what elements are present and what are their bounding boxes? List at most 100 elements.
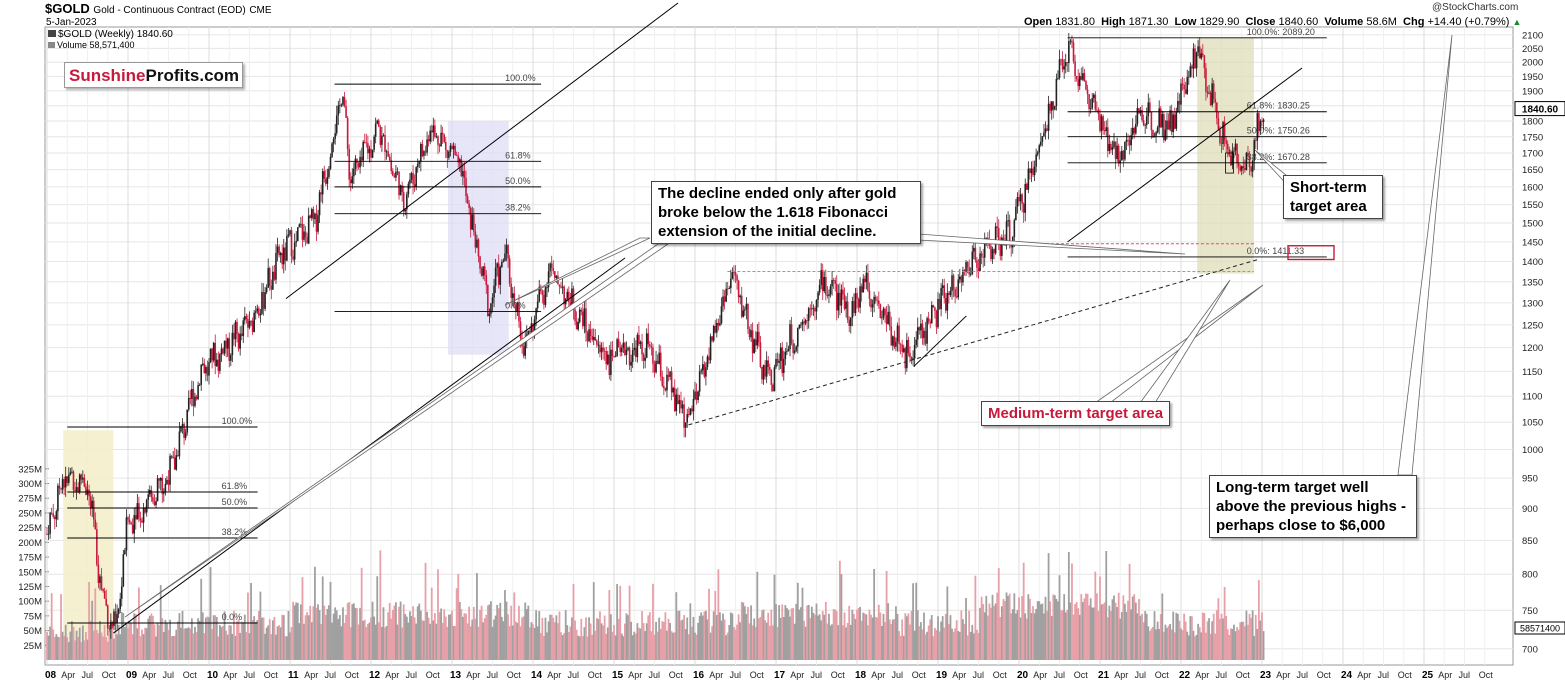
candle-body [561, 286, 564, 288]
volume-bar [310, 622, 313, 660]
candle-body [1015, 206, 1017, 221]
volume-bar [493, 619, 495, 660]
decline-annotation: The decline ended only after gold broke … [651, 181, 921, 244]
volume-bar [603, 615, 606, 660]
candle-body [124, 550, 126, 555]
volume-bar [1021, 596, 1024, 660]
candle-body [1172, 114, 1175, 133]
candle-body [145, 499, 148, 513]
volume-bar [413, 617, 416, 660]
candle-body [134, 515, 137, 520]
candle-body [1254, 140, 1257, 141]
candle-body [687, 414, 690, 415]
volume-bar [231, 633, 234, 660]
price-tick-label: 1750 [1522, 132, 1543, 143]
volume-bar [650, 631, 653, 660]
volume-bar [130, 623, 133, 660]
volume-bar [304, 615, 307, 660]
candle-body [541, 291, 544, 295]
volume-bar [138, 587, 140, 660]
month-label: Jul [1216, 670, 1228, 680]
volume-bar [476, 573, 478, 660]
volume-bar [1228, 634, 1231, 660]
candle-body [256, 308, 259, 312]
volume-bar [786, 607, 788, 660]
candle-body [781, 347, 784, 373]
volume-bar [264, 633, 266, 660]
candle-body [91, 500, 93, 509]
fib-level-label: 50.0% [222, 497, 248, 507]
candle-body [846, 301, 849, 320]
candle-body [147, 494, 150, 500]
volume-bar [1060, 610, 1062, 660]
volume-bar [627, 615, 629, 660]
volume-bar [103, 624, 106, 660]
volume-bar [295, 602, 298, 660]
price-tick-label: 1650 [1522, 165, 1543, 176]
candle-body [237, 333, 240, 349]
candle-body [588, 329, 590, 342]
volume-bar [759, 616, 762, 660]
candle-body [50, 512, 53, 514]
year-label: 11 [288, 670, 299, 681]
candle-body [937, 298, 939, 328]
candle-body [69, 472, 72, 475]
volume-bar [988, 603, 991, 660]
candle-body [888, 311, 891, 327]
candle-body [444, 141, 447, 151]
candle-body [139, 518, 142, 521]
volume-bar [78, 627, 81, 660]
volume-bar [446, 626, 449, 660]
candle-body [636, 334, 639, 358]
volume-bar [955, 620, 958, 660]
volume-bar [195, 632, 198, 660]
candle-body [197, 385, 199, 400]
volume-bar [384, 627, 386, 660]
volume-bar [910, 610, 913, 660]
volume-bar [902, 635, 905, 660]
volume-bar [345, 614, 347, 660]
volume-bar [969, 631, 972, 660]
candle-body [325, 178, 327, 184]
month-label: Oct [588, 670, 603, 680]
volume-bar [63, 635, 66, 660]
candle-body [1253, 140, 1256, 161]
volume-bar [250, 582, 252, 660]
candle-body [776, 358, 779, 363]
volume-bar [315, 607, 318, 660]
volume-bar [522, 616, 525, 660]
candle-body [1102, 116, 1104, 131]
volume-bar [432, 620, 435, 660]
volume-bar [938, 631, 941, 660]
volume-bar [804, 626, 807, 660]
volume-bar [823, 614, 826, 660]
candle-body [650, 346, 653, 348]
volume-bar [553, 622, 556, 660]
volume-bar [941, 616, 944, 660]
volume-bar [460, 609, 463, 660]
volume-bar [734, 629, 737, 660]
volume-bar [729, 612, 732, 660]
volume-bar [1110, 611, 1112, 660]
volume-bar [728, 625, 731, 660]
candle-body [659, 352, 662, 377]
watermark[interactable]: @StockCharts.com [1432, 2, 1519, 13]
volume-bar [1178, 620, 1181, 660]
candle-body [499, 267, 502, 285]
candle-body [1040, 141, 1042, 146]
candle-body [725, 288, 727, 302]
candle-body [622, 342, 625, 348]
candle-body [849, 317, 852, 327]
trend-line [913, 315, 967, 367]
candle-body [415, 167, 417, 187]
candle-body [184, 432, 187, 438]
volume-bar [846, 622, 849, 660]
candle-body [673, 387, 676, 412]
volume-bar [86, 639, 89, 660]
volume-bar [399, 601, 402, 660]
sunshine-profits-logo[interactable]: SunshineProfits.com [64, 62, 243, 88]
candle-body [1192, 48, 1195, 69]
month-label: Oct [993, 670, 1008, 680]
candle-body [1181, 83, 1184, 85]
volume-bar [334, 607, 337, 660]
